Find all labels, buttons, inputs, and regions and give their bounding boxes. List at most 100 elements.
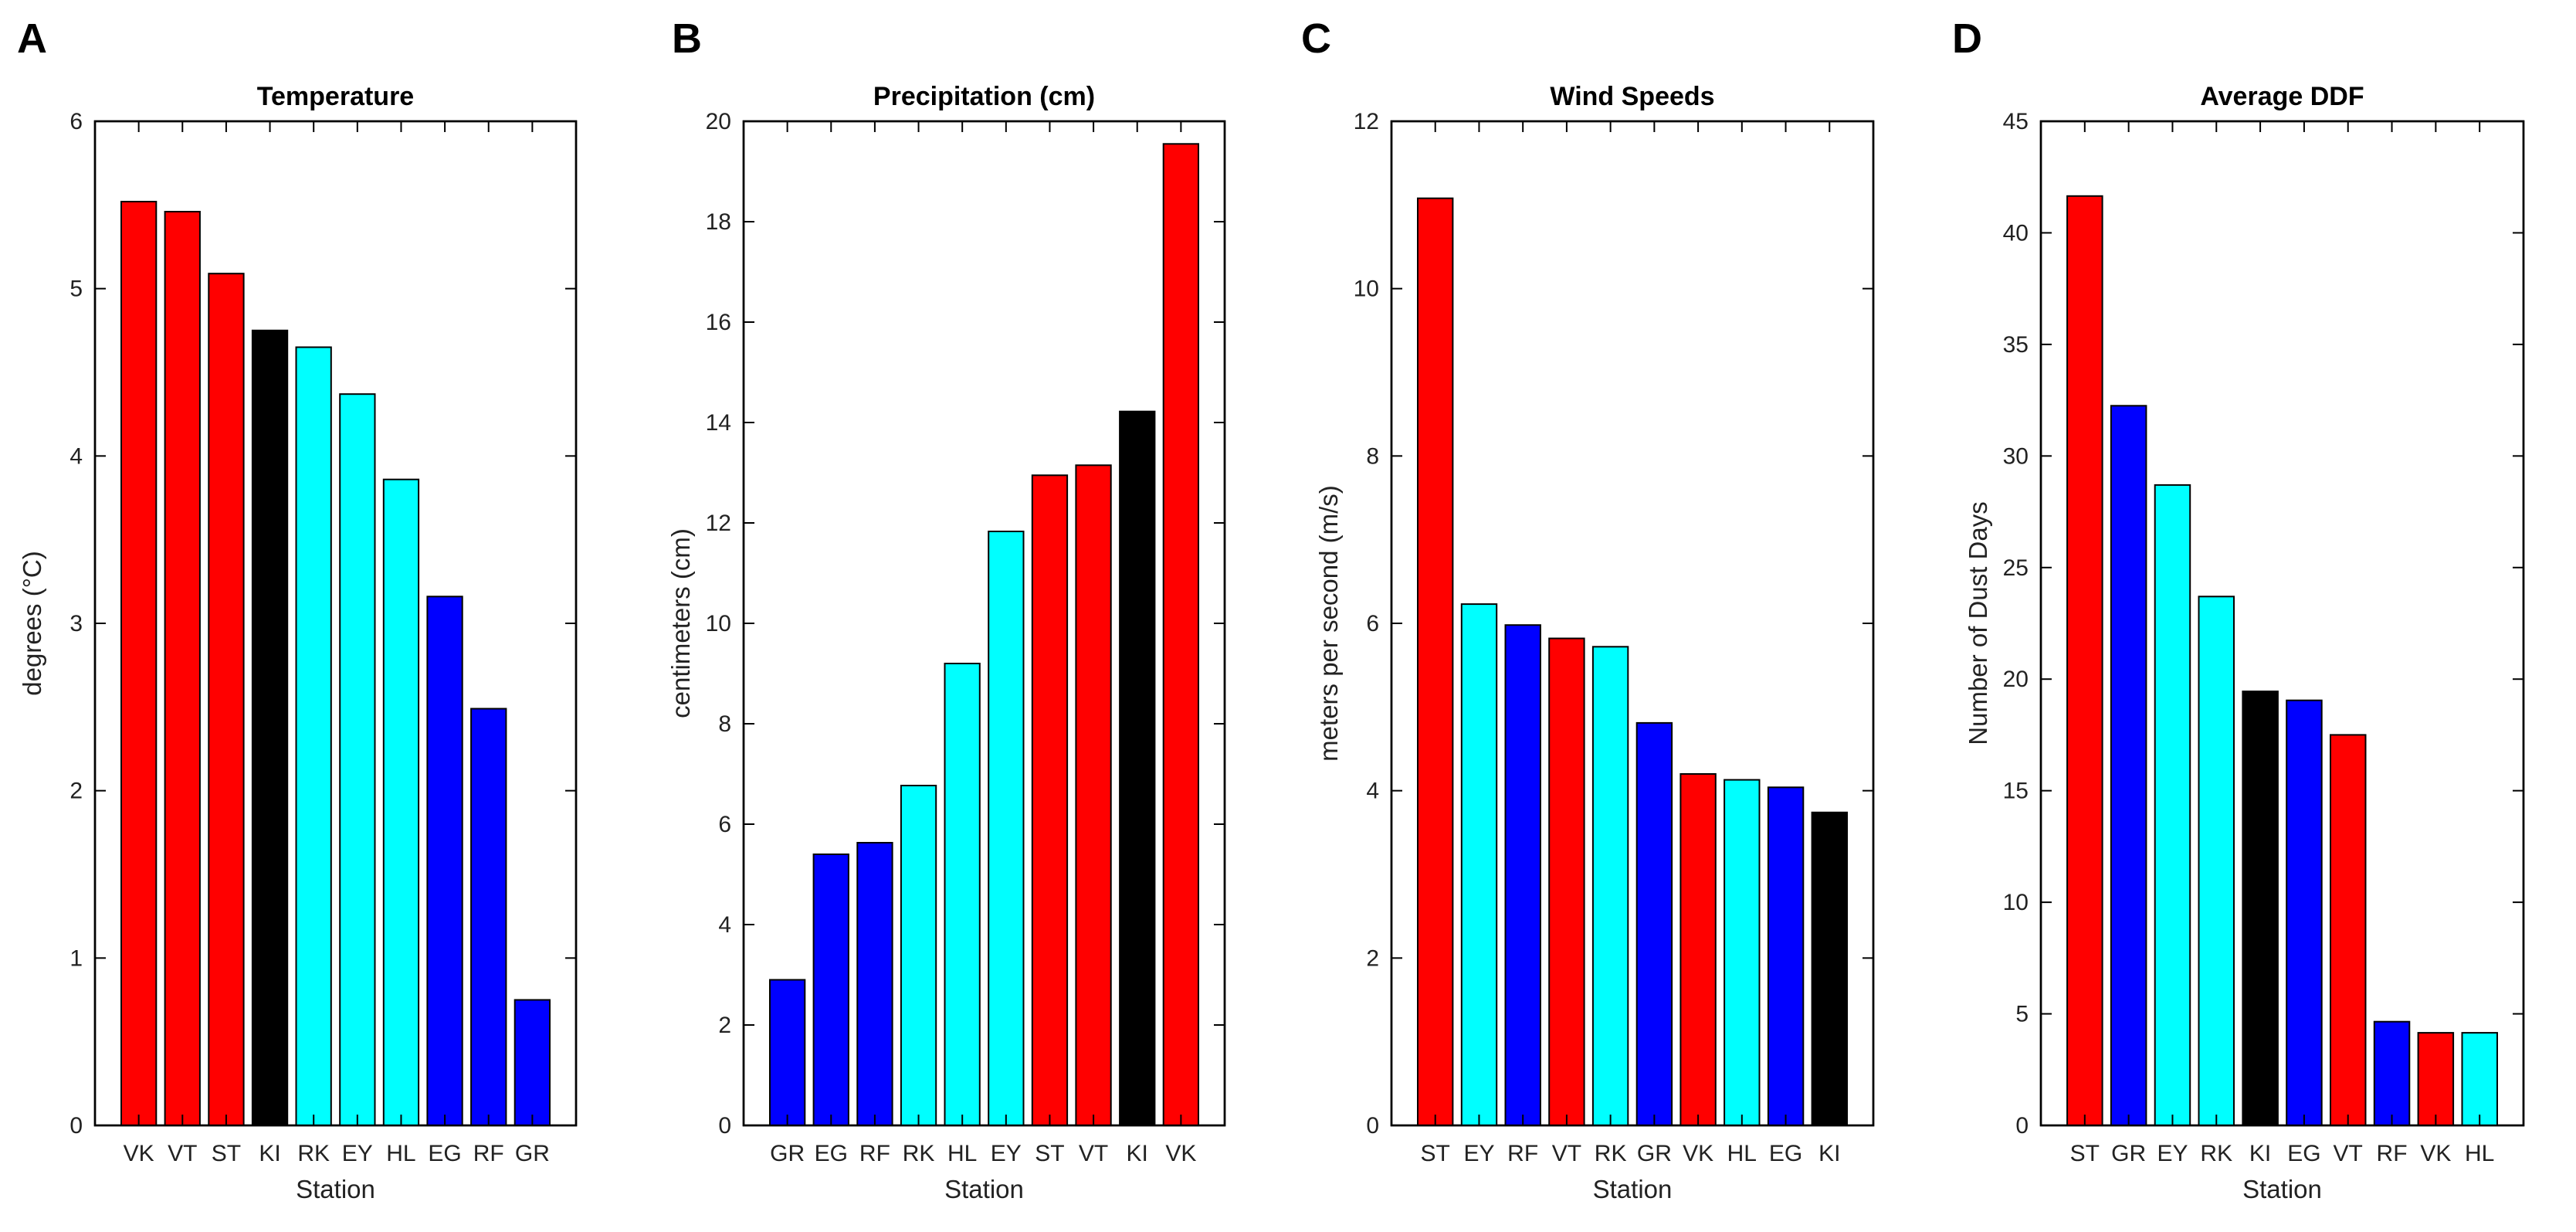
ytick-label-a: 2 [69,779,83,804]
xtick-label-a-rf: RF [473,1141,504,1166]
ytick-label-d: 40 [2003,220,2029,246]
xtick-label-b-hl: HL [947,1141,977,1166]
bar-d-gr [2110,405,2147,1126]
xtick-label-c-vk: VK [1683,1141,1713,1166]
bar-c-ey [1460,603,1498,1126]
ytick-label-d: 10 [2003,890,2029,915]
bar-c-hl [1724,779,1761,1126]
y-axis-label-a: degrees (°C) [18,551,46,695]
panel-d: D 0 5 10 15 20 25 30 35 40 45 ST GR EY RK KI EG VT RF VK HL A… [1952,15,2525,1203]
bar-b-vt [1075,464,1112,1127]
axes-frame-d [2039,120,2525,1127]
xtick-label-d-st: ST [2070,1141,2100,1166]
bar-b-vk [1162,143,1199,1127]
bar-d-ey [2154,484,2191,1126]
xtick-label-a-gr: GR [515,1141,550,1166]
bar-a-ki [251,329,289,1126]
chart-title-b: Precipitation (cm) [873,82,1095,111]
chart-title-c: Wind Speeds [1550,82,1714,111]
ytick-label-c: 10 [1354,277,1379,302]
chart-title-a: Temperature [257,82,414,111]
xtick-label-c-gr: GR [1637,1141,1672,1166]
panel-c: C 0 2 4 6 8 10 12 ST EY RF VT RK GR VK HL EG KI Wind Speed… [1301,15,1875,1203]
ytick-label-b: 12 [706,511,731,536]
x-axis-label-d: Station [2242,1175,2322,1203]
xtick-label-c-ey: EY [1463,1141,1494,1166]
xtick-label-d-ey: EY [2157,1141,2188,1166]
xtick-label-d-hl: HL [2465,1141,2494,1166]
xtick-label-c-rf: RF [1507,1141,1538,1166]
panel-letter-c: C [1301,15,1331,62]
bar-c-rf [1504,624,1541,1126]
bar-d-vt [2330,734,2367,1127]
bar-b-hl [944,663,981,1126]
y-axis-label-d: Number of Dust Days [1964,501,1992,745]
ytick-label-c: 12 [1354,109,1379,134]
ytick-label-c: 8 [1366,443,1379,469]
bar-b-eg [812,854,849,1126]
bar-a-ey [339,393,376,1126]
xtick-label-a-ki: KI [259,1141,280,1166]
xtick-label-a-vt: VT [168,1141,197,1166]
ytick-label-d: 45 [2003,109,2029,134]
bar-b-ki [1119,410,1156,1126]
xtick-label-c-ki: KI [1818,1141,1840,1166]
y-axis-label-b: centimeters (cm) [666,528,695,718]
bar-d-st [2066,195,2103,1126]
xtick-label-a-eg: EG [428,1141,461,1166]
ytick-label-b: 4 [718,912,731,938]
xtick-label-c-st: ST [1421,1141,1450,1166]
bar-b-rk [900,785,937,1126]
xtick-label-a-ey: EY [342,1141,373,1166]
xtick-label-a-rk: RK [297,1141,330,1166]
bar-d-vk [2417,1032,2455,1126]
x-axis-label-c: Station [1593,1175,1673,1203]
bar-a-rk [295,346,332,1126]
ytick-label-a: 0 [69,1113,83,1139]
xtick-label-b-vk: VK [1165,1141,1196,1166]
xtick-label-c-eg: EG [1769,1141,1802,1166]
bar-d-rk [2198,596,2235,1126]
xtick-label-d-gr: GR [2111,1141,2146,1166]
y-axis-label-c: meters per second (m/s) [1314,485,1343,762]
xtick-label-a-vk: VK [124,1141,154,1166]
ytick-label-a: 4 [69,443,83,469]
bar-c-gr [1635,721,1673,1126]
xtick-label-b-ey: EY [991,1141,1022,1166]
bar-c-vt [1548,637,1585,1126]
xtick-label-d-vt: VT [2334,1141,2363,1166]
ytick-label-b: 10 [706,611,731,636]
xtick-label-a-st: ST [212,1141,241,1166]
ytick-label-a: 5 [69,277,83,302]
ytick-label-b: 20 [706,109,731,134]
bar-a-st [208,273,245,1127]
bar-b-ey [988,531,1025,1126]
ytick-label-b: 6 [718,812,731,837]
bar-a-hl [382,478,420,1126]
ytick-label-d: 25 [2003,555,2029,581]
xtick-label-b-eg: EG [815,1141,848,1166]
ytick-label-b: 2 [718,1013,731,1038]
xtick-label-d-eg: EG [2287,1141,2320,1166]
bar-d-eg [2286,699,2323,1126]
bar-b-st [1031,474,1069,1127]
bar-c-eg [1767,786,1805,1126]
ytick-label-d: 5 [2015,1002,2029,1027]
ytick-label-c: 6 [1366,611,1379,636]
xtick-label-b-vt: VT [1079,1141,1108,1166]
ytick-label-a: 6 [69,109,83,134]
ytick-label-d: 35 [2003,332,2029,358]
x-axis-label-a: Station [296,1175,375,1203]
xtick-label-b-rk: RK [903,1141,935,1166]
ytick-label-d: 30 [2003,443,2029,469]
ytick-label-b: 0 [718,1113,731,1139]
bar-d-rf [2373,1020,2411,1126]
bar-b-rf [856,842,893,1126]
bar-c-st [1417,197,1454,1127]
bar-a-vt [164,211,201,1126]
ytick-label-c: 2 [1366,945,1379,971]
bar-a-rf [470,708,507,1126]
xtick-label-b-st: ST [1035,1141,1064,1166]
xtick-label-d-rk: RK [2200,1141,2232,1166]
